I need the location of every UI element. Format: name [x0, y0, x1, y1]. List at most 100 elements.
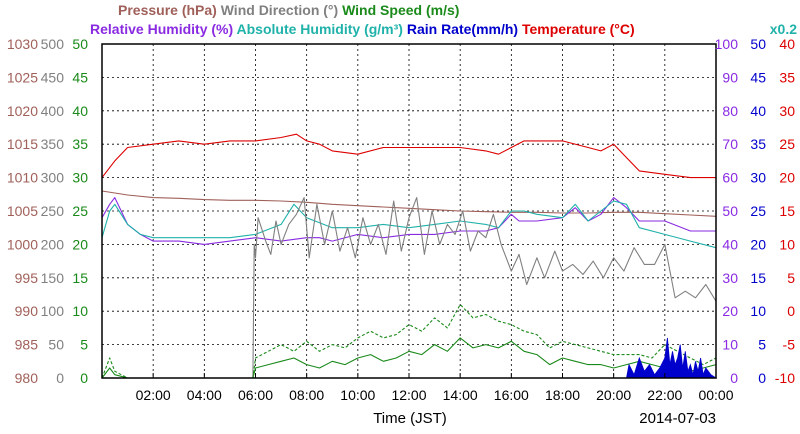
y-tick-wind-direction: 500: [41, 36, 65, 52]
y-tick-pressure: 990: [15, 303, 39, 319]
y-tick-wind-direction: 300: [41, 170, 65, 186]
y-tick-wind-speed: 50: [72, 36, 88, 52]
series-wind-direction: [102, 197, 717, 379]
series-wind-gust: [101, 303, 717, 379]
chart-header: Pressure (hPa) Wind Direction (°) Wind S…: [90, 2, 797, 37]
y-tick-pressure: 1030: [7, 36, 38, 52]
legend-entry: Rain Rate(mm/h): [407, 21, 522, 37]
y-tick-wind-direction: 400: [41, 103, 65, 119]
series-rain-rate: [102, 337, 718, 379]
y-tick-pressure: 1010: [7, 170, 38, 186]
x-tick-label: 10:00: [340, 387, 375, 403]
y-tick-temperature: -10: [775, 370, 795, 386]
y-tick-wind-direction: 200: [41, 236, 65, 252]
series-absolute-humidity: [101, 200, 717, 249]
y-tick-wind-speed: 25: [72, 203, 88, 219]
y-tick-rain-rate: 25: [750, 203, 766, 219]
y-tick-pressure: 980: [15, 370, 39, 386]
series-wind-speed: [101, 337, 717, 379]
x-tick-label: 00:00: [698, 387, 733, 403]
y-tick-relative-humidity: 70: [722, 136, 738, 152]
y-tick-rain-rate: 35: [750, 136, 766, 152]
y-tick-relative-humidity: 60: [722, 170, 738, 186]
x-tick-label: 06:00: [238, 387, 273, 403]
x-tick-label: 14:00: [443, 387, 478, 403]
y-tick-wind-speed: 15: [72, 270, 88, 286]
chart-grid: [102, 44, 716, 378]
y-tick-relative-humidity: 50: [722, 203, 738, 219]
x-tick-label: 18:00: [545, 387, 580, 403]
x-axis-label: Time (JST): [373, 410, 447, 427]
y-tick-wind-direction: 100: [41, 303, 65, 319]
x-tick-label: 20:00: [596, 387, 631, 403]
y-tick-wind-speed: 0: [80, 370, 88, 386]
y-tick-relative-humidity: 40: [722, 236, 738, 252]
x-tick-label: 16:00: [494, 387, 529, 403]
y-tick-wind-speed: 10: [72, 303, 88, 319]
y-tick-wind-direction: 0: [56, 370, 64, 386]
y-tick-rain-rate: 30: [750, 170, 766, 186]
series-temperature: [101, 133, 716, 179]
y-tick-pressure: 995: [15, 270, 39, 286]
date-label: 2014-07-03: [639, 410, 716, 427]
y-tick-pressure: 985: [15, 337, 39, 353]
series-pressure: [101, 190, 717, 217]
y-tick-wind-speed: 35: [72, 136, 88, 152]
y-tick-wind-direction: 350: [41, 136, 65, 152]
y-tick-relative-humidity: 90: [722, 69, 738, 85]
y-tick-pressure: 1015: [7, 136, 38, 152]
legend-entry: Wind Speed (m/s): [342, 2, 459, 18]
legend-entry: Relative Humidity (%): [90, 21, 237, 37]
y-tick-temperature: 40: [779, 36, 795, 52]
x-tick-label: 08:00: [289, 387, 324, 403]
y-tick-pressure: 1025: [7, 69, 38, 85]
scale-note: x0.2: [770, 21, 797, 37]
y-tick-temperature: 25: [779, 136, 795, 152]
y-tick-rain-rate: 40: [750, 103, 766, 119]
y-tick-temperature: -5: [783, 337, 796, 353]
y-tick-rain-rate: 0: [758, 370, 766, 386]
legend-entry: Temperature (°C): [522, 21, 635, 37]
y-tick-temperature: 20: [779, 170, 795, 186]
y-tick-relative-humidity: 0: [730, 370, 738, 386]
y-tick-rain-rate: 50: [750, 36, 766, 52]
y-tick-wind-speed: 20: [72, 236, 88, 252]
y-tick-temperature: 5: [787, 270, 795, 286]
y-tick-wind-speed: 45: [72, 69, 88, 85]
legend-row: Pressure (hPa) Wind Direction (°) Wind S…: [118, 2, 459, 18]
y-tick-wind-speed: 40: [72, 103, 88, 119]
legend-entry: Pressure (hPa): [118, 2, 221, 18]
y-tick-wind-speed: 30: [72, 170, 88, 186]
y-tick-temperature: 10: [779, 236, 795, 252]
y-tick-relative-humidity: 80: [722, 103, 738, 119]
y-tick-temperature: 0: [787, 303, 795, 319]
y-tick-rain-rate: 20: [750, 236, 766, 252]
chart-ticks: 9809859909951000100510101015102010251030…: [7, 36, 795, 403]
x-tick-label: 12:00: [391, 387, 426, 403]
y-tick-wind-direction: 50: [48, 337, 64, 353]
y-tick-rain-rate: 10: [750, 303, 766, 319]
legend-entry: Wind Direction (°): [221, 2, 342, 18]
y-tick-rain-rate: 15: [750, 270, 766, 286]
y-tick-relative-humidity: 30: [722, 270, 738, 286]
x-tick-label: 04:00: [187, 387, 222, 403]
y-tick-rain-rate: 5: [758, 337, 766, 353]
legend-entry: Absolute Humidity (g/m³): [237, 21, 407, 37]
y-tick-relative-humidity: 100: [715, 36, 739, 52]
y-tick-wind-direction: 250: [41, 203, 65, 219]
y-tick-pressure: 1020: [7, 103, 38, 119]
y-tick-temperature: 35: [779, 69, 795, 85]
y-tick-wind-direction: 150: [41, 270, 65, 286]
chart-series: [101, 133, 718, 379]
y-tick-pressure: 1000: [7, 236, 38, 252]
x-tick-label: 22:00: [647, 387, 682, 403]
y-tick-temperature: 30: [779, 103, 795, 119]
y-tick-wind-direction: 450: [41, 69, 65, 85]
y-tick-relative-humidity: 10: [722, 337, 738, 353]
y-tick-temperature: 15: [779, 203, 795, 219]
y-tick-relative-humidity: 20: [722, 303, 738, 319]
y-tick-rain-rate: 45: [750, 69, 766, 85]
x-tick-label: 02:00: [136, 387, 171, 403]
y-tick-wind-speed: 5: [80, 337, 88, 353]
